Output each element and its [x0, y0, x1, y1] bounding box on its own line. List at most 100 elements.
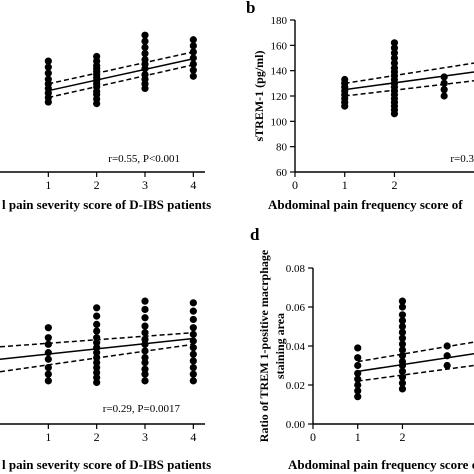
- data-point: [189, 60, 197, 68]
- data-point: [93, 358, 101, 367]
- data-point: [398, 358, 407, 366]
- data-point: [189, 330, 197, 338]
- panel-label: d: [250, 225, 260, 244]
- data-point: [44, 57, 52, 65]
- data-point: [398, 322, 407, 331]
- data-point: [141, 322, 149, 330]
- data-point: [189, 350, 197, 358]
- data-point: [189, 344, 197, 352]
- y-tick-label: 160: [271, 40, 288, 52]
- data-point: [141, 71, 149, 79]
- x-axis-title: l pain severity score of D-IBS patients: [2, 457, 211, 472]
- y-tick-label: 0.08: [286, 263, 306, 275]
- data-point: [141, 347, 149, 355]
- data-point: [390, 59, 399, 67]
- data-point: [398, 367, 407, 375]
- data-point: [189, 363, 197, 372]
- data-point: [141, 49, 149, 58]
- data-point: [440, 79, 448, 87]
- data-point: [354, 344, 362, 352]
- data-point: [354, 369, 362, 377]
- x-tick-label: 0: [310, 430, 316, 444]
- data-point: [189, 324, 197, 332]
- data-point: [443, 342, 451, 350]
- ci-lower-line: [48, 64, 194, 99]
- data-point: [93, 363, 101, 372]
- data-point: [443, 361, 451, 370]
- data-point: [44, 324, 52, 332]
- x-axis-title: Abdominal pain frequency score of: [288, 457, 474, 472]
- regression-line: [344, 71, 474, 91]
- x-axis-title: Abdominal pain frequency score of: [268, 197, 463, 212]
- data-point: [398, 385, 407, 393]
- data-point: [93, 378, 101, 387]
- data-point: [44, 334, 52, 342]
- data-point: [189, 54, 197, 62]
- data-point: [44, 370, 52, 378]
- x-tick-label: 0: [292, 178, 298, 192]
- data-point: [390, 44, 399, 52]
- data-point: [390, 54, 399, 62]
- ci-lower-line: [357, 364, 474, 382]
- data-point: [44, 363, 52, 372]
- data-point: [141, 37, 149, 45]
- data-point: [189, 377, 197, 385]
- ci-upper-line: [48, 51, 194, 85]
- data-point: [44, 377, 52, 385]
- data-point: [440, 92, 448, 100]
- stat-annotation: r=0.29, P=0.0017: [103, 403, 181, 415]
- data-point: [398, 346, 407, 354]
- data-point: [44, 63, 52, 71]
- data-point: [398, 303, 407, 311]
- y-tick-label: 80: [276, 142, 288, 154]
- data-point: [93, 312, 101, 320]
- data-point: [141, 297, 149, 305]
- data-point: [398, 340, 407, 348]
- data-point: [141, 329, 149, 337]
- data-point: [398, 328, 407, 336]
- data-point: [189, 72, 197, 80]
- data-point: [390, 64, 399, 72]
- y-tick-label: 60: [276, 167, 288, 179]
- ci-upper-line: [344, 62, 474, 85]
- data-point: [189, 337, 197, 345]
- data-point: [440, 86, 448, 94]
- x-tick-label: 2: [391, 178, 397, 192]
- data-point: [141, 358, 149, 367]
- data-point: [189, 36, 197, 44]
- y-tick-label: 0.04: [286, 341, 306, 353]
- data-point: [141, 43, 149, 51]
- data-point: [398, 334, 407, 342]
- data-point: [93, 344, 101, 352]
- data-point: [141, 365, 149, 373]
- data-point: [398, 379, 407, 387]
- data-point: [189, 357, 197, 365]
- data-point: [354, 387, 362, 395]
- y-tick-label: 0.02: [286, 380, 305, 392]
- regression-line: [48, 58, 194, 92]
- x-tick-label: 2: [94, 178, 100, 192]
- data-point: [189, 315, 197, 324]
- x-tick-label: 1: [45, 178, 51, 192]
- x-tick-label: 3: [142, 178, 148, 192]
- data-point: [44, 349, 52, 357]
- data-point: [93, 373, 101, 382]
- data-point: [44, 340, 52, 348]
- data-point: [398, 317, 407, 325]
- y-tick-label: 100: [271, 116, 288, 128]
- x-tick-label: 1: [342, 178, 348, 192]
- data-point: [93, 304, 101, 312]
- x-tick-label: 2: [399, 430, 405, 444]
- data-point: [141, 354, 149, 362]
- data-point: [189, 42, 197, 50]
- data-point: [354, 354, 362, 362]
- data-point: [141, 370, 149, 378]
- y-axis-title: Ratio of TREM 1-positive macrphage staini…: [257, 249, 287, 442]
- data-point: [189, 370, 197, 378]
- y-tick-label: 120: [271, 91, 288, 103]
- data-point: [398, 373, 407, 381]
- data-point: [141, 377, 149, 385]
- data-point: [398, 311, 407, 319]
- y-tick-label: 0.06: [286, 302, 306, 314]
- x-tick-label: 4: [190, 430, 196, 444]
